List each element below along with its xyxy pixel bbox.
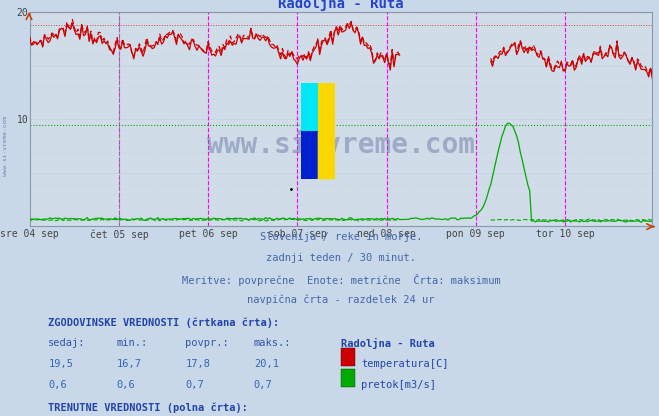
- Text: povpr.:: povpr.:: [185, 338, 229, 348]
- Text: navpična črta - razdelek 24 ur: navpična črta - razdelek 24 ur: [247, 295, 435, 305]
- Bar: [341, 348, 355, 366]
- Polygon shape: [301, 131, 318, 179]
- Text: 0,6: 0,6: [117, 379, 136, 389]
- Text: 0,7: 0,7: [185, 379, 204, 389]
- Title: Radoljna - Ruta: Radoljna - Ruta: [278, 0, 404, 11]
- Text: 0,7: 0,7: [254, 379, 273, 389]
- Bar: [341, 369, 355, 387]
- Text: Slovenija / reke in morje.: Slovenija / reke in morje.: [260, 232, 422, 242]
- Text: min.:: min.:: [117, 338, 148, 348]
- Text: Radoljna - Ruta: Radoljna - Ruta: [341, 338, 435, 349]
- Text: TRENUTNE VREDNOSTI (polna črta):: TRENUTNE VREDNOSTI (polna črta):: [48, 402, 248, 413]
- Text: 0,6: 0,6: [48, 379, 67, 389]
- Text: www.si-vreme.com: www.si-vreme.com: [3, 116, 8, 176]
- Text: zadnji teden / 30 minut.: zadnji teden / 30 minut.: [266, 253, 416, 262]
- Text: sedaj:: sedaj:: [48, 338, 86, 348]
- Text: www.si-vreme.com: www.si-vreme.com: [207, 131, 475, 159]
- Text: pretok[m3/s]: pretok[m3/s]: [361, 379, 436, 389]
- Text: maks.:: maks.:: [254, 338, 291, 348]
- Text: 17,8: 17,8: [185, 359, 210, 369]
- Polygon shape: [301, 83, 318, 131]
- Text: 19,5: 19,5: [48, 359, 73, 369]
- Polygon shape: [318, 83, 335, 179]
- Polygon shape: [318, 83, 335, 131]
- Polygon shape: [318, 131, 335, 179]
- Text: Meritve: povprečne  Enote: metrične  Črta: maksimum: Meritve: povprečne Enote: metrične Črta:…: [182, 274, 500, 285]
- Text: 16,7: 16,7: [117, 359, 142, 369]
- Text: temperatura[C]: temperatura[C]: [361, 359, 449, 369]
- Text: 20,1: 20,1: [254, 359, 279, 369]
- Polygon shape: [301, 83, 318, 131]
- Bar: [301, 83, 335, 179]
- Text: ZGODOVINSKE VREDNOSTI (črtkana črta):: ZGODOVINSKE VREDNOSTI (črtkana črta):: [48, 317, 279, 327]
